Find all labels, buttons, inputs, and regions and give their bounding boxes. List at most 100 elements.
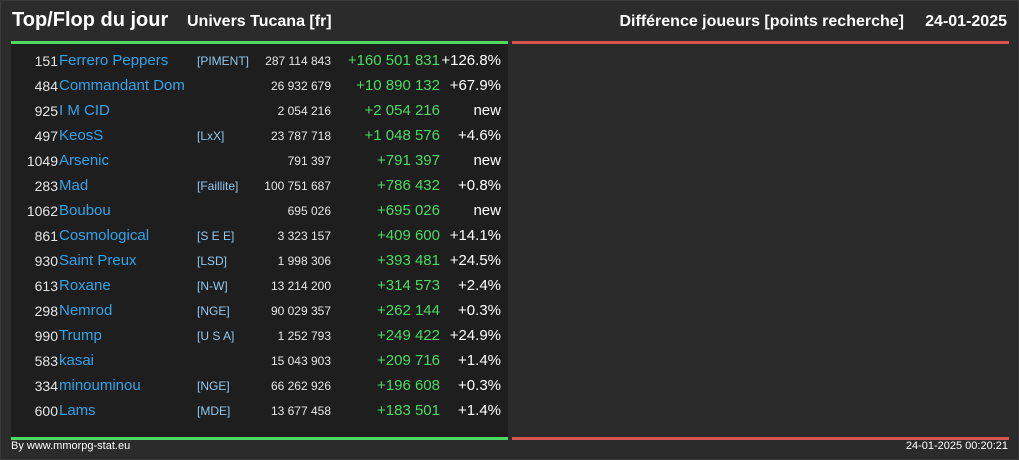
universe-subtitle: Univers Tucana [fr] (187, 13, 332, 30)
player-name[interactable]: Arsenic (59, 152, 110, 169)
percent-change: +1.4% (458, 402, 501, 419)
player-points: 791 397 (287, 154, 331, 168)
player-alliance: [N-W] (197, 279, 228, 293)
player-name[interactable]: Lams (59, 402, 96, 419)
player-rank: 298 (34, 303, 58, 319)
percent-change: +1.4% (458, 352, 501, 369)
player-points: 287 114 843 (265, 54, 331, 68)
table-row: 925 I M CID 2 054 216 +2 054 216 new (11, 99, 508, 124)
table-row: 930 Saint Preux [LSD] 1 998 306 +393 481 +24.… (11, 249, 508, 274)
player-points: 1 998 306 (277, 254, 331, 268)
player-name[interactable]: Commandant Dom (59, 77, 185, 94)
player-name[interactable]: Nemrod (59, 302, 113, 319)
player-name[interactable]: minouminou (59, 377, 141, 394)
player-points: 90 029 357 (270, 304, 331, 318)
player-alliance: [LSD] (197, 254, 228, 268)
percent-change: +2.4% (458, 277, 501, 294)
percent-change: +67.9% (449, 77, 501, 94)
table-row: 990 Trump [U S A] 1 252 793 +249 422 +24.9% (11, 324, 508, 349)
percent-change: +4.6% (458, 127, 501, 144)
player-points: 13 677 458 (270, 404, 331, 418)
points-difference: +791 397 (377, 152, 440, 169)
table-row: 1062 Boubou 695 026 +695 026 new (11, 199, 508, 224)
points-difference: +10 890 132 (356, 77, 440, 94)
player-name[interactable]: Ferrero Peppers (59, 52, 169, 69)
player-rank: 151 (34, 53, 58, 69)
table-row: 613 Roxane [N-W] 13 214 200 +314 573 +2.4% (11, 274, 508, 299)
player-points: 23 787 718 (270, 129, 331, 143)
percent-change: +126.8% (441, 52, 501, 69)
player-points: 66 262 926 (270, 379, 331, 393)
table-row: 298 Nemrod [NGE] 90 029 357 +262 144 +0.3% (11, 299, 508, 324)
player-rank: 861 (34, 228, 58, 244)
player-rank: 583 (34, 353, 58, 369)
points-difference: +209 716 (377, 352, 440, 369)
table-row: 583 kasai 15 043 903 +209 716 +1.4% (11, 349, 508, 374)
ranking-type-label: Différence joueurs [points recherche] (619, 13, 904, 30)
page-title: Top/Flop du jour (12, 9, 169, 31)
points-difference: +196 608 (377, 377, 440, 394)
flop-players-list (512, 41, 1009, 440)
player-rank: 930 (34, 253, 58, 269)
table-row: 497 KeosS [LxX] 23 787 718 +1 048 576 +4.6% (11, 124, 508, 149)
player-points: 3 323 157 (277, 229, 331, 243)
player-name[interactable]: Boubou (59, 202, 111, 219)
table-row: 484 Commandant Dom 26 932 679 +10 890 132 +6… (11, 74, 508, 99)
player-name[interactable]: Roxane (59, 277, 111, 294)
percent-change: +24.9% (449, 327, 501, 344)
points-difference: +393 481 (377, 252, 440, 269)
percent-change: new (473, 202, 501, 219)
player-rank: 484 (34, 78, 58, 94)
player-alliance: [LxX] (197, 129, 225, 143)
player-alliance: [U S A] (197, 329, 235, 343)
percent-change: +14.1% (449, 227, 501, 244)
points-difference: +160 501 831 (347, 52, 440, 69)
table-row: 283 Mad [Faillite] 100 751 687 +786 432 +0.8% (11, 174, 508, 199)
footer-timestamp: 24-01-2025 00:20:21 (905, 440, 1008, 452)
points-difference: +786 432 (377, 177, 440, 194)
player-name[interactable]: Cosmological (59, 227, 150, 244)
player-name[interactable]: I M CID (59, 102, 110, 119)
player-name[interactable]: kasai (59, 352, 95, 369)
footer-credit: By www.mmorpg-stat.eu (11, 440, 131, 452)
points-difference: +183 501 (377, 402, 440, 419)
player-points: 26 932 679 (270, 79, 331, 93)
points-difference: +249 422 (377, 327, 440, 344)
top-players-list: 151 Ferrero Peppers [PIMENT] 287 114 843 +16… (11, 41, 508, 440)
table-row: 861 Cosmological [S E E] 3 323 157 +409 600 +… (11, 224, 508, 249)
percent-change: +0.8% (458, 177, 501, 194)
points-difference: +262 144 (377, 302, 440, 319)
percent-change: +24.5% (449, 252, 501, 269)
points-difference: +2 054 216 (364, 102, 441, 119)
percent-change: +0.3% (458, 302, 501, 319)
player-points: 13 214 200 (270, 279, 331, 293)
points-difference: +314 573 (377, 277, 440, 294)
player-points: 1 252 793 (277, 329, 331, 343)
player-points: 100 751 687 (264, 179, 331, 193)
player-points: 2 054 216 (277, 104, 331, 118)
player-name[interactable]: Saint Preux (59, 252, 137, 269)
player-alliance: [S E E] (197, 229, 235, 243)
player-rank: 283 (34, 178, 58, 194)
player-alliance: [NGE] (197, 379, 230, 393)
table-row: 334 minouminou [NGE] 66 262 926 +196 608 +0.3… (11, 374, 508, 399)
player-rank: 1062 (26, 203, 58, 219)
percent-change: new (473, 102, 501, 119)
table-row: 151 Ferrero Peppers [PIMENT] 287 114 843 +16… (11, 49, 508, 74)
player-rank: 613 (34, 278, 58, 294)
header-date: 24-01-2025 (925, 13, 1007, 30)
player-rank: 600 (34, 403, 58, 419)
points-difference: +409 600 (377, 227, 440, 244)
percent-change: +0.3% (458, 377, 501, 394)
player-name[interactable]: Trump (59, 327, 102, 344)
table-row: 600 Lams [MDE] 13 677 458 +183 501 +1.4% (11, 399, 508, 424)
player-name[interactable]: KeosS (59, 127, 104, 144)
player-rank: 990 (34, 328, 58, 344)
points-difference: +1 048 576 (364, 127, 441, 144)
player-name[interactable]: Mad (59, 177, 89, 194)
player-alliance: [MDE] (197, 404, 231, 418)
player-rank: 925 (34, 103, 58, 119)
player-alliance: [NGE] (197, 304, 230, 318)
player-rank: 497 (34, 128, 58, 144)
